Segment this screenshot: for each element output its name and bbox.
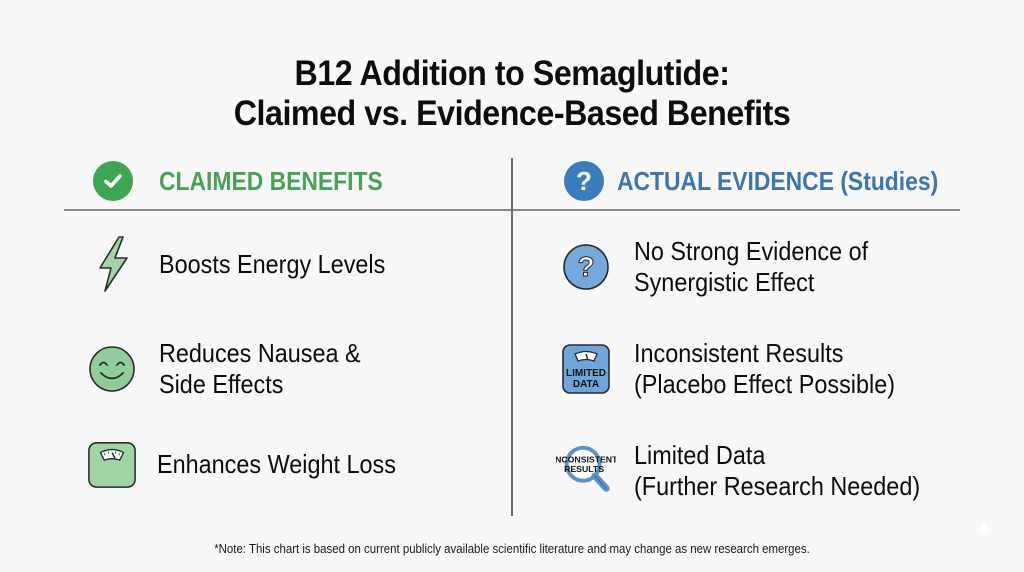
question-circle-icon: ? — [564, 161, 604, 201]
column-divider — [511, 158, 513, 516]
claimed-item-text: Boosts Energy Levels — [159, 248, 386, 279]
claimed-item-nausea: Reduces Nausea & Side Effects — [86, 338, 383, 400]
sparkle-icon — [975, 520, 993, 538]
actual-evidence-header: ? ACTUAL EVIDENCE (Studies) — [564, 161, 982, 201]
limited-data-scale-icon: LIMITED DATA — [560, 339, 612, 399]
svg-text:RESULTS: RESULTS — [564, 464, 604, 474]
evidence-item-text: No Strong Evidence of Synergistic Effect — [634, 236, 869, 297]
evidence-item-inconsistent: LIMITED DATA Inconsistent Results (Place… — [560, 338, 924, 400]
page-title: B12 Addition to Semaglutide: Claimed vs.… — [41, 54, 983, 134]
smiley-face-icon — [86, 339, 138, 399]
weight-scale-icon — [86, 434, 138, 494]
svg-text:DATA: DATA — [573, 379, 599, 390]
claimed-item-text: Reduces Nausea & Side Effects — [159, 338, 361, 399]
evidence-item-limited-data: INCONSISTENT RESULTS Limited Data (Furth… — [556, 440, 952, 502]
footnote: *Note: This chart is based on current pu… — [214, 541, 810, 556]
evidence-item-synergy: ? No Strong Evidence of Synergistic Effe… — [560, 236, 894, 298]
question-circle-icon: ? — [560, 237, 612, 297]
magnifier-inconsistent-results-icon: INCONSISTENT RESULTS — [556, 441, 616, 501]
svg-text:LIMITED: LIMITED — [566, 368, 606, 379]
actual-evidence-label: ACTUAL EVIDENCE (Studies) — [617, 165, 939, 196]
title-line-1: B12 Addition to Semaglutide: — [294, 54, 730, 93]
claimed-item-energy: Boosts Energy Levels — [86, 234, 410, 294]
lightning-bolt-icon — [86, 234, 138, 294]
title-line-2: Claimed vs. Evidence-Based Benefits — [233, 94, 791, 133]
claimed-benefits-header: CLAIMED BENEFITS — [93, 161, 413, 201]
claimed-item-text: Enhances Weight Loss — [157, 448, 396, 479]
check-circle-icon — [93, 161, 133, 201]
evidence-item-text: Limited Data (Further Research Needed) — [634, 440, 921, 501]
svg-text:?: ? — [577, 251, 594, 282]
svg-text:INCONSISTENT: INCONSISTENT — [556, 454, 616, 464]
evidence-item-text: Inconsistent Results (Placebo Effect Pos… — [634, 338, 895, 399]
claimed-benefits-label: CLAIMED BENEFITS — [159, 165, 383, 196]
claimed-item-weight-loss: Enhances Weight Loss — [86, 434, 422, 494]
